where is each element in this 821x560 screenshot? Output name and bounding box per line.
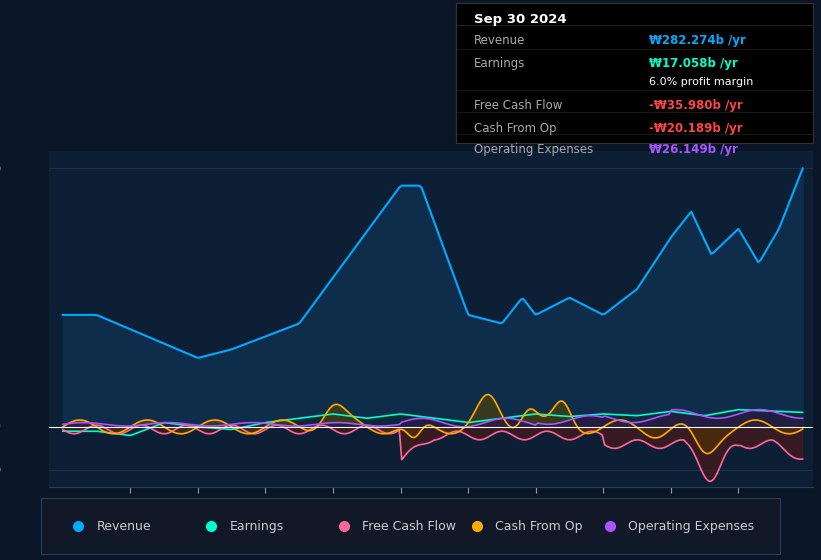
Text: Cash From Op: Cash From Op (496, 520, 583, 533)
Text: 6.0% profit margin: 6.0% profit margin (649, 77, 753, 87)
Text: ₩17.058b /yr: ₩17.058b /yr (649, 58, 737, 71)
Text: ₩26.149b /yr: ₩26.149b /yr (649, 143, 737, 156)
Text: ₩0: ₩0 (0, 421, 2, 433)
Text: Operating Expenses: Operating Expenses (629, 520, 754, 533)
Text: Operating Expenses: Operating Expenses (474, 143, 593, 156)
Text: ₩282.274b /yr: ₩282.274b /yr (649, 34, 745, 46)
Text: Free Cash Flow: Free Cash Flow (474, 100, 562, 113)
Text: ₩300b: ₩300b (0, 162, 2, 175)
Text: -₩35.980b /yr: -₩35.980b /yr (649, 100, 742, 113)
Text: Revenue: Revenue (474, 34, 525, 46)
Text: Earnings: Earnings (230, 520, 284, 533)
Text: Earnings: Earnings (474, 58, 525, 71)
Text: -₩50b: -₩50b (0, 464, 2, 477)
Text: Free Cash Flow: Free Cash Flow (363, 520, 456, 533)
Text: -₩20.189b /yr: -₩20.189b /yr (649, 122, 742, 135)
Text: Revenue: Revenue (97, 520, 151, 533)
Text: Sep 30 2024: Sep 30 2024 (474, 12, 566, 26)
Text: Cash From Op: Cash From Op (474, 122, 556, 135)
